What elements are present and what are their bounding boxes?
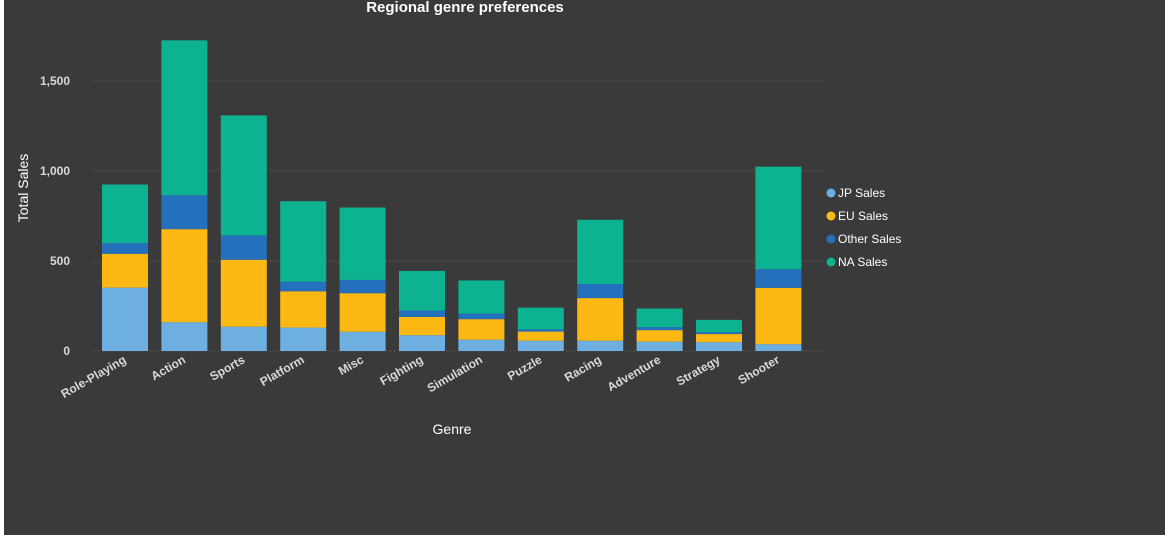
legend-item[interactable]: EU Sales	[826, 209, 889, 223]
bar-segment[interactable]	[280, 327, 327, 351]
x-tick-label: Platform	[258, 352, 307, 388]
bar-segment[interactable]	[517, 331, 564, 341]
y-tick-label: 1,500	[40, 74, 70, 88]
bar-segment[interactable]	[636, 341, 683, 351]
bar-segment[interactable]	[696, 342, 742, 351]
bar-segment[interactable]	[696, 332, 742, 335]
bar-segment[interactable]	[577, 284, 624, 299]
bar-segment[interactable]	[161, 322, 208, 351]
bar-segment[interactable]	[399, 316, 445, 336]
chart: Regional genre preferences 0 500 1,000 1,50…	[15, 0, 902, 437]
legend-marker	[826, 234, 836, 244]
bar-segment[interactable]	[755, 166, 802, 270]
bar-segment[interactable]	[577, 340, 624, 351]
bar-segment[interactable]	[577, 219, 624, 285]
bar-stack[interactable]	[577, 219, 624, 351]
bar-segment[interactable]	[161, 195, 208, 230]
bar-segment[interactable]	[636, 308, 683, 328]
bar-segment[interactable]	[102, 287, 148, 351]
bar-segment[interactable]	[458, 319, 505, 340]
bar-segment[interactable]	[755, 269, 802, 288]
y-axis-ticks: 0 500 1,000 1,500	[40, 74, 70, 358]
x-tick-label: Sports	[207, 352, 247, 383]
x-tick-label: Misc	[336, 352, 366, 378]
bar-segment[interactable]	[280, 201, 327, 282]
x-tick-label: Role-Playing	[59, 352, 129, 400]
y-tick-label: 500	[50, 254, 70, 268]
bar-segment[interactable]	[399, 310, 445, 317]
bar-segment[interactable]	[399, 335, 445, 351]
y-axis-title: Total Sales	[15, 154, 31, 222]
bar-stack[interactable]	[220, 115, 267, 351]
legend-label: EU Sales	[838, 209, 888, 223]
bar-stack[interactable]	[458, 280, 505, 351]
legend-marker	[826, 188, 836, 198]
bar-segment[interactable]	[577, 298, 624, 341]
bar-segment[interactable]	[339, 331, 386, 351]
bar-segment[interactable]	[102, 253, 148, 288]
bar-segment[interactable]	[458, 313, 505, 320]
bar-segment[interactable]	[280, 281, 327, 292]
x-tick-label: Shooter	[736, 352, 783, 387]
bar-stack[interactable]	[696, 319, 742, 351]
y-tick-label: 1,000	[40, 164, 70, 178]
bar-segment[interactable]	[636, 327, 683, 331]
bars	[102, 40, 802, 352]
bar-stack[interactable]	[280, 201, 327, 351]
bar-segment[interactable]	[696, 334, 742, 343]
bar-segment[interactable]	[755, 287, 802, 345]
bar-segment[interactable]	[220, 259, 267, 327]
legend-label: JP Sales	[838, 186, 885, 200]
bar-stack[interactable]	[339, 207, 386, 351]
chart-title: Regional genre preferences	[366, 0, 564, 16]
bar-stack[interactable]	[755, 166, 802, 351]
bar-stack[interactable]	[517, 307, 564, 351]
bar-segment[interactable]	[102, 243, 148, 254]
bar-segment[interactable]	[696, 319, 742, 333]
x-tick-label: Action	[149, 352, 188, 383]
bar-segment[interactable]	[280, 291, 327, 328]
bar-segment[interactable]	[517, 329, 564, 332]
bar-segment[interactable]	[339, 207, 386, 280]
legend-label: Other Sales	[838, 232, 901, 246]
x-tick-label: Adventure	[605, 352, 664, 394]
legend[interactable]: JP Sales EU Sales Other Sales NA Sales	[826, 186, 902, 269]
bar-segment[interactable]	[220, 326, 267, 351]
legend-item[interactable]: Other Sales	[826, 232, 902, 246]
legend-marker	[826, 211, 836, 221]
bar-segment[interactable]	[399, 270, 445, 311]
x-tick-label: Simulation	[425, 352, 485, 395]
bar-stack[interactable]	[102, 184, 148, 352]
x-tick-label: Fighting	[378, 352, 426, 388]
bar-stack[interactable]	[399, 270, 445, 351]
bar-segment[interactable]	[339, 279, 386, 294]
bar-segment[interactable]	[161, 40, 208, 196]
bar-segment[interactable]	[755, 344, 802, 351]
x-axis-ticks: Role-Playing Action Sports Platform Misc Figh…	[59, 352, 783, 401]
bar-stack[interactable]	[161, 40, 208, 351]
bar-segment[interactable]	[220, 235, 267, 260]
x-tick-label: Racing	[562, 352, 604, 384]
bar-segment[interactable]	[636, 330, 683, 342]
bar-segment[interactable]	[339, 293, 386, 332]
legend-item[interactable]: JP Sales	[826, 186, 886, 200]
bar-stack[interactable]	[636, 308, 683, 351]
bar-segment[interactable]	[220, 115, 267, 236]
bar-segment[interactable]	[458, 339, 505, 351]
y-tick-label: 0	[63, 344, 70, 358]
x-tick-label: Strategy	[674, 352, 723, 388]
bar-segment[interactable]	[458, 280, 505, 314]
bar-segment[interactable]	[161, 229, 208, 323]
legend-item[interactable]: NA Sales	[826, 255, 888, 269]
legend-label: NA Sales	[838, 255, 887, 269]
bar-segment[interactable]	[517, 340, 564, 351]
bar-segment[interactable]	[102, 184, 148, 244]
x-tick-label: Puzzle	[505, 352, 545, 383]
legend-marker	[826, 257, 836, 267]
bar-segment[interactable]	[517, 307, 564, 330]
chart-panel: Regional genre preferences 0 500 1,000 1,50…	[4, 0, 1165, 535]
x-axis-title: Genre	[433, 421, 472, 437]
